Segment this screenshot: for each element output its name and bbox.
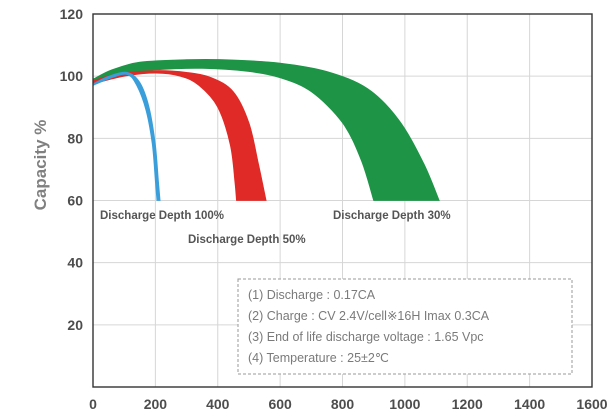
x-tick-label: 1400 (514, 396, 545, 412)
x-tick-labels: 0 200 400 600 800 1000 1200 1400 1600 (89, 396, 608, 412)
x-tick-label: 400 (206, 396, 230, 412)
label-depth-100: Discharge Depth 100% (100, 210, 224, 222)
plot-frame (92, 13, 593, 388)
y-axis-title: Capacity % (31, 120, 50, 211)
conditions-box-border (237, 278, 573, 375)
x-tick-label: 600 (268, 396, 292, 412)
y-tick-label: 100 (60, 68, 84, 84)
label-depth-50: Discharge Depth 50% (188, 234, 306, 246)
x-tick-label: 800 (331, 396, 355, 412)
y-tick-labels: 20 40 60 80 100 120 (60, 6, 84, 333)
y-tick-label: 20 (67, 317, 83, 333)
y-tick-label: 80 (67, 130, 83, 146)
x-tick-label: 1600 (576, 396, 607, 412)
y-tick-label: 120 (60, 6, 84, 22)
conditions-box: (1) Discharge : 0.17CA (2) Charge : CV 2… (237, 278, 573, 375)
curve-bands (92, 59, 440, 201)
x-tick-label: 1200 (452, 396, 483, 412)
y-tick-label: 40 (67, 255, 83, 271)
condition-discharge: (1) Discharge : 0.17CA (248, 288, 376, 302)
series-band-100-pct (92, 71, 161, 201)
x-tick-label: 0 (89, 396, 97, 412)
label-depth-30: Discharge Depth 30% (333, 210, 451, 222)
x-tick-label: 1000 (389, 396, 420, 412)
condition-end-voltage: (3) End of life discharge voltage : 1.65… (248, 330, 484, 344)
series-band-30-pct (92, 59, 440, 201)
series-band-50-pct (92, 70, 267, 201)
y-tick-label: 60 (67, 193, 83, 209)
x-tick-label: 200 (144, 396, 168, 412)
condition-temperature: (4) Temperature : 25±2℃ (248, 351, 389, 365)
condition-charge: (2) Charge : CV 2.4V/cell※16H Imax 0.3CA (248, 309, 490, 323)
